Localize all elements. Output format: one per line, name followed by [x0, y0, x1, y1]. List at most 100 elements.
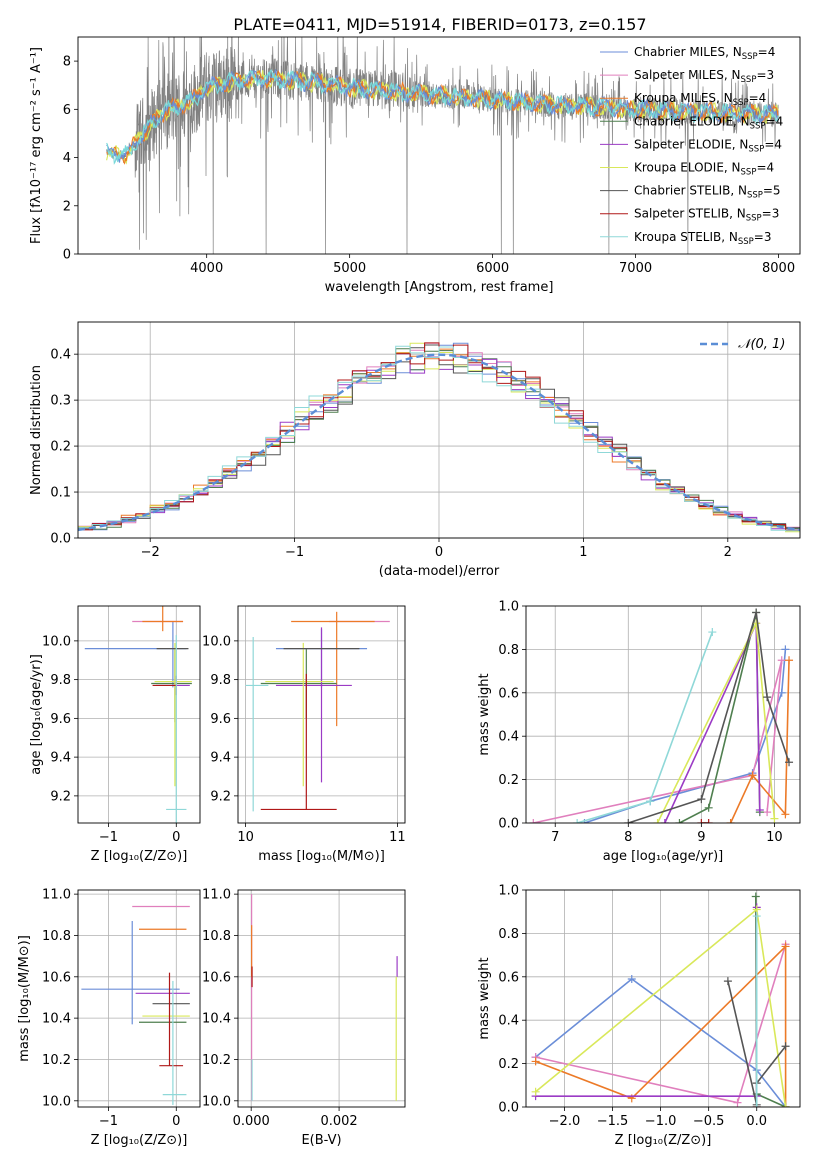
weight-marker	[627, 974, 636, 983]
weight-marker	[697, 819, 706, 823]
y-tick-label: 9.8	[50, 673, 71, 688]
y-tick-label: 2	[63, 199, 71, 214]
weight-marker	[763, 808, 772, 817]
model-spectrum-line	[106, 70, 779, 165]
legend-value: =4	[766, 114, 784, 128]
x-tick-label: 10	[237, 830, 254, 845]
histograms	[78, 342, 800, 533]
weight-marker	[781, 1042, 790, 1051]
weight-marker	[752, 1103, 761, 1107]
legend-value: =4	[764, 137, 782, 151]
y-tick-label: 0.0	[498, 1101, 519, 1116]
model-spectrum-line	[106, 69, 779, 165]
x-tick-label: 2	[724, 545, 732, 560]
mass_vs_Z-panel: −1 0 10.0 10.2 10.4 10.6 10.8 11.0 Z [log₁₀(Z/Z⊙…	[17, 888, 201, 1148]
x-axis-label: wavelength [Angstrom, rest frame]	[325, 280, 554, 295]
weight-marker	[529, 819, 538, 823]
x-tick-label: 10	[766, 830, 783, 845]
y-tick-label: 0.4	[498, 1014, 519, 1029]
legend-label: Chabrier STELIB, NSSP=5	[634, 184, 781, 201]
legend-value: =3	[762, 207, 780, 221]
weight-line	[729, 660, 790, 823]
weight-marker	[646, 797, 655, 806]
x-tick-label: 0	[172, 1114, 180, 1129]
y-tick-label: 11.0	[42, 888, 71, 903]
x-tick-label: 0.000	[233, 1114, 270, 1129]
mass_vs_EBV-panel: 0.000 0.002 10.0 10.2 10.4 10.6 10.8 11.0 E(B-V)	[202, 888, 406, 1148]
x-tick-label: 8000	[762, 261, 795, 276]
legend-value: =5	[763, 184, 781, 198]
x-axis-label: age [log₁₀(age/yr)]	[603, 849, 724, 864]
x-tick-label: 0.002	[320, 1114, 357, 1129]
x-tick-label: 7000	[619, 261, 652, 276]
legend-label: Salpeter MILES, NSSP=3	[634, 68, 774, 85]
y-tick-label: 1.0	[498, 600, 519, 615]
weight-marker	[733, 1098, 742, 1107]
legend-value: =3	[754, 230, 772, 244]
y-tick-label: 9.4	[210, 751, 231, 766]
y-axis-label: mass weight	[477, 673, 492, 755]
weight-marker	[708, 628, 717, 637]
x-tick-label: 0	[435, 545, 443, 560]
spectrum-legend: Chabrier MILES, NSSP=4 Salpeter MILES, NS…	[600, 45, 783, 247]
y-tick-label: 0.2	[498, 1057, 519, 1072]
axes-frame	[77, 36, 801, 255]
weight-marker	[653, 819, 662, 823]
y-tick-label: 0.2	[50, 440, 71, 455]
y-tick-label: 4	[63, 151, 71, 166]
legend-label: Kroupa STELIB, NSSP=3	[634, 230, 772, 247]
y-tick-label: 9.2	[210, 789, 231, 804]
x-axis-label: mass [log₁₀(M/M⊙)]	[258, 849, 385, 864]
weight-marker	[704, 803, 713, 812]
legend-subscript: SSP	[738, 237, 754, 247]
weight-marker	[763, 693, 772, 702]
spectrum-panel: 4000 5000 6000 7000 8000 0 2 4 6 8 wavelength [Ang…	[29, 36, 801, 295]
legend-subscript: SSP	[742, 52, 758, 62]
weight-line	[535, 977, 787, 1107]
y-tick-label: 0.6	[498, 686, 519, 701]
y-tick-label: 0.2	[498, 773, 519, 788]
y-tick-label: 10.8	[202, 929, 231, 944]
y-tick-label: 10.0	[202, 634, 231, 649]
legend-subscript: SSP	[741, 168, 757, 178]
legend-value: =4	[749, 91, 767, 105]
weight-marker	[752, 912, 761, 921]
weight-marker	[531, 1087, 540, 1096]
y-tick-label: 9.6	[50, 712, 71, 727]
y-tick-label: 10.2	[42, 1053, 71, 1068]
x-axis-label: Z [log₁₀(Z/Z⊙)]	[615, 1133, 712, 1148]
weight-line	[533, 660, 783, 823]
axes-frame	[77, 321, 801, 539]
y-tick-label: 1.0	[498, 884, 519, 899]
weight-line	[535, 907, 758, 1097]
legend-label: Salpeter ELODIE, NSSP=4	[634, 137, 782, 154]
weight-marker	[785, 656, 794, 665]
x-axis-label: Z [log₁₀(Z/Z⊙)]	[91, 1133, 188, 1148]
y-tick-label: 0.3	[50, 394, 71, 409]
y-tick-label: 9.8	[210, 673, 231, 688]
y-axis-label: age [log₁₀(age/yr)]	[29, 654, 44, 775]
x-tick-label: 11	[389, 830, 406, 845]
y-tick-label: 10.0	[202, 1094, 231, 1109]
weight_vs_age-panel: 7 8 9 10 0.0 0.2 0.4 0.6 0.8 1.0 age [log₁₀(age/yr…	[477, 600, 801, 864]
weight-marker	[770, 814, 779, 823]
legend-subscript: SSP	[748, 144, 764, 154]
residuals-panel: −2 −1 0 1 2 0.0 0.1 0.2 0.3 0.4 (data-model)/error…	[29, 321, 801, 579]
y-axis-label: Normed distribution	[29, 365, 44, 495]
model-spectrum-line	[106, 69, 779, 163]
figure-title: PLATE=0411, MJD=51914, FIBERID=0173, z=0…	[233, 15, 646, 34]
y-tick-label: 0.1	[50, 486, 71, 501]
errorbars	[245, 611, 390, 812]
x-tick-label: 8	[624, 830, 632, 845]
weight-marker	[573, 819, 582, 823]
legend-subscript: SSP	[733, 98, 749, 108]
legend-value: =3	[756, 68, 774, 82]
weight-marker	[781, 645, 790, 654]
weight-lines	[531, 892, 790, 1107]
y-tick-label: 10.8	[42, 929, 71, 944]
axes-frame	[77, 889, 201, 1108]
x-axis-label: (data-model)/error	[379, 564, 500, 579]
x-axis-label: E(B-V)	[301, 1133, 341, 1148]
legend-label: Kroupa ELODIE, NSSP=4	[634, 161, 774, 178]
age_vs_Z-panel: −1 0 9.2 9.4 9.6 9.8 10.0 Z [log₁₀(Z/Z⊙)] age [l…	[29, 605, 201, 864]
